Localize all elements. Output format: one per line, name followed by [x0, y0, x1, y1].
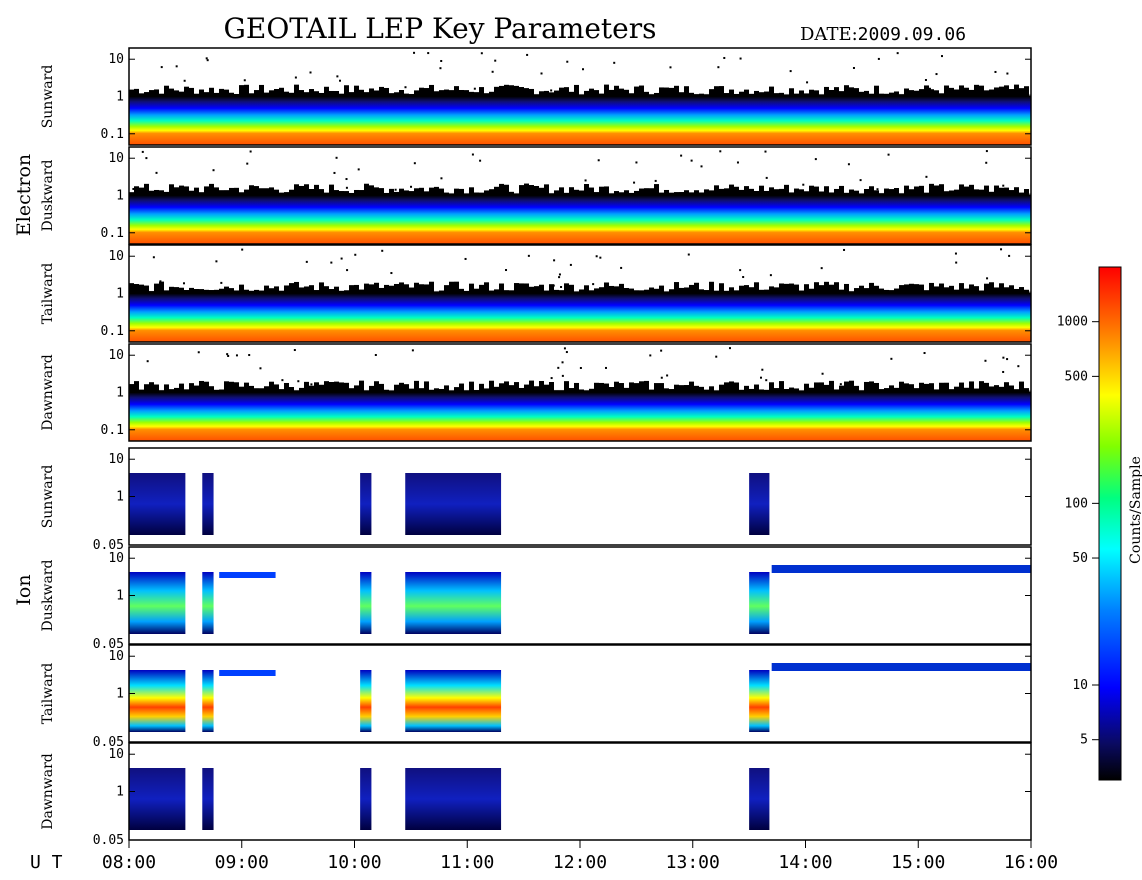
y-tick-label: 10 — [108, 348, 124, 363]
date-prefix: DATE: — [800, 24, 858, 45]
y-tick-label: 0.1 — [101, 324, 124, 339]
chart-title: GEOTAIL LEP Key Parameters — [224, 12, 657, 45]
panel-electron-tailward: 10 1 0.1 Tailward — [40, 244, 1032, 343]
time-tick-label: 13:00 — [666, 852, 720, 873]
y-tick-label: 0.05 — [93, 538, 124, 553]
panel-label: Tailward — [40, 263, 56, 325]
y-tick-label: 0.05 — [93, 735, 124, 750]
ion-burst — [129, 473, 186, 535]
ion-burst — [360, 572, 372, 634]
group-label-electron: Electron — [13, 154, 35, 236]
ion-burst — [405, 572, 502, 634]
panel-label: Duskward — [40, 560, 56, 632]
panel-label: Sunward — [40, 65, 56, 129]
ion-burst — [749, 473, 770, 535]
ion-burst — [405, 473, 502, 535]
y-tick-label: 1 — [116, 490, 124, 505]
y-tick-label: 0.1 — [101, 127, 124, 142]
colorbar-tick-label: 1000 — [1057, 315, 1088, 330]
group-label-ion: Ion — [13, 574, 35, 605]
panel-label: Dawnward — [40, 354, 56, 431]
ion-burst — [202, 768, 214, 830]
time-tick-label: 10:00 — [327, 852, 381, 873]
panel-label: Tailward — [40, 663, 56, 725]
y-tick-label: 0.1 — [101, 423, 124, 438]
y-tick-label: 10 — [108, 452, 124, 467]
colorbar-tick-label: 5 — [1080, 733, 1088, 748]
ion-burst — [129, 768, 186, 830]
y-tick-label: 1 — [116, 785, 124, 800]
colorbar-tick-label: 50 — [1072, 551, 1088, 566]
time-tick-label: 15:00 — [891, 852, 945, 873]
ion-burst — [405, 768, 502, 830]
ion-burst — [202, 670, 214, 732]
panel-label: Dawnward — [40, 753, 56, 830]
colorbar-tick-label: 500 — [1065, 369, 1088, 384]
y-tick-label: 0.05 — [93, 833, 124, 848]
ion-burst — [749, 572, 770, 634]
y-tick-label: 10 — [108, 151, 124, 166]
panel-electron-dawnward: 10 1 0.1 Dawnward — [40, 343, 1032, 442]
ion-burst — [405, 670, 502, 732]
colorbar-tick-label: 100 — [1065, 496, 1088, 511]
y-tick-label: 10 — [108, 649, 124, 664]
y-tick-label: 10 — [108, 747, 124, 762]
ion-burst — [749, 670, 770, 732]
time-axis: U T 08:00 09:00 10:00 11:00 12:00 13:00 14:00 1… — [30, 840, 1058, 873]
time-tick-label: 11:00 — [440, 852, 494, 873]
panel-electron-sunward: 10 1 0.1 Sunward — [40, 47, 1032, 146]
time-tick-label: 16:00 — [1004, 852, 1058, 873]
panel-ion-duskward: 10 1 0.05 Duskward — [40, 546, 1032, 652]
time-tick-label: 14:00 — [778, 852, 832, 873]
y-tick-label: 1 — [116, 687, 124, 702]
ion-burst — [360, 768, 372, 830]
panel-ion-tailward: 10 1 0.05 Tailward — [40, 644, 1032, 750]
colorbar-tick-label: 10 — [1072, 678, 1088, 693]
spectrogram-panels: 10 1 0.1 Sunward 10 1 0.1 Duskward 10 1 0.1 Tailwar… — [40, 47, 1032, 848]
y-tick-label: 1 — [116, 386, 124, 401]
y-tick-label: 10 — [108, 52, 124, 67]
ion-burst — [129, 670, 186, 732]
time-tick-label: 08:00 — [102, 852, 156, 873]
y-tick-label: 1 — [116, 287, 124, 302]
time-tick-label: 09:00 — [215, 852, 269, 873]
colorbar-gradient — [1098, 266, 1122, 781]
y-tick-label: 1 — [116, 189, 124, 204]
y-tick-label: 0.1 — [101, 226, 124, 241]
panel-ion-sunward: 10 1 0.05 Sunward — [40, 447, 1032, 553]
date-label: DATE:2009.09.06 — [800, 24, 966, 45]
y-tick-label: 1 — [116, 90, 124, 105]
date-value: 2009.09.06 — [858, 24, 966, 45]
y-tick-label: 10 — [108, 249, 124, 264]
y-tick-label: 1 — [116, 589, 124, 604]
ion-burst — [129, 572, 186, 634]
time-axis-label: U T — [30, 852, 63, 873]
ion-burst — [202, 473, 214, 535]
panel-ion-dawnward: 10 1 0.05 Dawnward — [40, 742, 1032, 848]
ion-burst — [360, 670, 372, 732]
y-tick-label: 0.05 — [93, 637, 124, 652]
ion-burst — [202, 572, 214, 634]
panel-electron-duskward: 10 1 0.1 Duskward — [40, 146, 1032, 245]
time-tick-label: 12:00 — [553, 852, 607, 873]
colorbar: Counts/Sample 1000 500 100 50 10 5 — [1057, 266, 1142, 781]
y-tick-label: 10 — [108, 551, 124, 566]
panel-label: Sunward — [40, 465, 56, 529]
ion-burst — [360, 473, 372, 535]
panel-label: Duskward — [40, 160, 56, 232]
colorbar-label: Counts/Sample — [1128, 456, 1142, 564]
ion-burst — [749, 768, 770, 830]
